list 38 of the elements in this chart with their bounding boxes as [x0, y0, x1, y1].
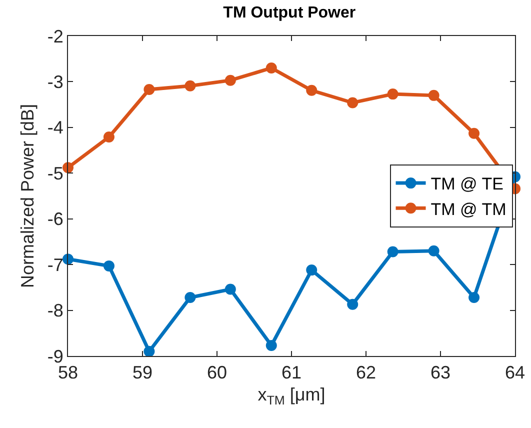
y-axis-title: Normalized Power [dB] [18, 104, 38, 288]
x-tick-label: 60 [206, 362, 228, 383]
y-tick-label: -6 [47, 209, 64, 230]
y-tick-label: -4 [47, 118, 64, 138]
point [347, 97, 358, 108]
point [306, 84, 318, 96]
chart-title: TM Output Power [223, 4, 356, 22]
point [468, 292, 480, 303]
point [144, 346, 155, 357]
y-tick-label: -7 [47, 254, 64, 275]
point [184, 292, 196, 303]
point [266, 340, 277, 351]
y-tick-label: -8 [47, 300, 64, 321]
point [428, 90, 440, 101]
point [387, 88, 398, 100]
x-tick-label: 63 [430, 362, 451, 383]
x-axis-title: x$_{TM}$ [μm] [258, 384, 326, 408]
point [224, 284, 236, 295]
y-tick-label: -2 [47, 26, 64, 46]
point [103, 260, 114, 272]
point [266, 62, 277, 74]
x-tick-label: 64 [504, 362, 526, 383]
point [428, 245, 440, 256]
y-tick-label: -5 [47, 163, 64, 184]
point [184, 80, 196, 92]
y-tick-label: -3 [47, 72, 64, 92]
legend-label: TM @ TE [430, 174, 504, 194]
point [347, 298, 358, 310]
point [103, 132, 114, 143]
point [468, 128, 480, 139]
point [224, 74, 236, 86]
legend-label: TM @ TM [430, 200, 506, 219]
x-tick-label: 61 [281, 362, 302, 383]
point [306, 264, 318, 276]
x-tick-label: 59 [132, 362, 153, 383]
point [387, 246, 398, 258]
x-tick-label: 62 [356, 362, 376, 383]
point [144, 84, 155, 95]
